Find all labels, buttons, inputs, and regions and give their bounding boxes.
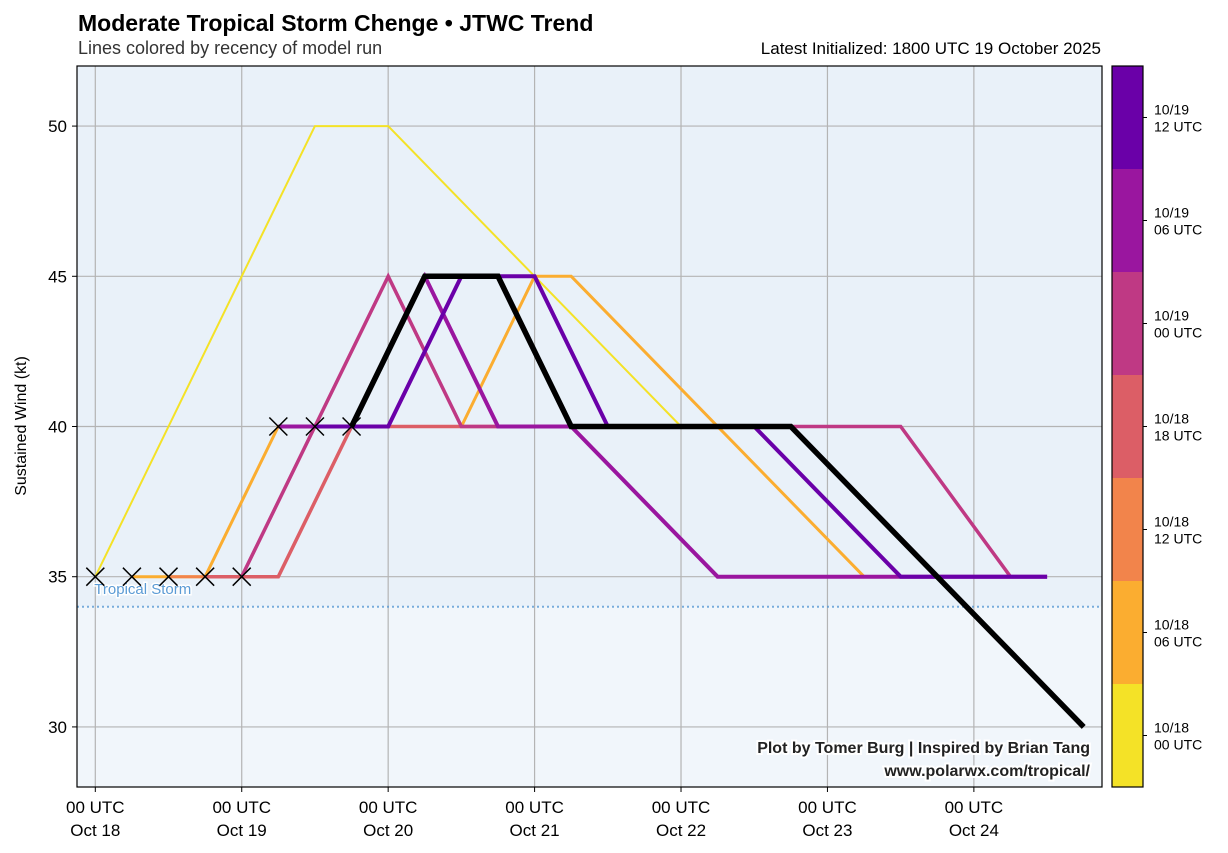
colorbar-band <box>1112 169 1143 273</box>
series-line-10-19-12-utc <box>314 274 1048 579</box>
colorbar-band <box>1112 478 1143 582</box>
x-tick-label: Oct 20 <box>363 821 413 840</box>
colorbar-label: 00 UTC <box>1154 325 1202 341</box>
init-marker <box>195 567 215 587</box>
colorbar-band <box>1112 375 1143 479</box>
chart-title: Moderate Tropical Storm Chenge • JTWC Tr… <box>78 10 593 36</box>
colorbar-label: 10/19 <box>1154 308 1189 324</box>
init-marker <box>342 416 362 437</box>
x-tick-label: 00 UTC <box>798 798 857 817</box>
y-axis-label: Sustained Wind (kt) <box>13 356 30 496</box>
colorbar-label: 18 UTC <box>1154 428 1202 444</box>
x-tick-label: 00 UTC <box>359 798 418 817</box>
chart-subtitle: Lines colored by recency of model run <box>78 38 382 58</box>
x-tick-label: 00 UTC <box>66 798 125 817</box>
colorbar-label: 12 UTC <box>1154 531 1202 547</box>
x-tick-label: 00 UTC <box>212 798 271 817</box>
x-tick-label: Oct 21 <box>510 821 560 840</box>
series-line-10-19-18-utc <box>349 273 1086 729</box>
init-marker <box>232 567 252 587</box>
colorbar-band <box>1112 272 1143 376</box>
colorbar-label: 10/18 <box>1154 514 1189 530</box>
colorbar-band <box>1112 581 1143 685</box>
init-marker-stroke <box>122 567 142 587</box>
credit-line-1: Plot by Tomer Burg | Inspired by Brian T… <box>757 740 1090 757</box>
y-tick-label: 45 <box>48 267 67 286</box>
x-tick-label: Oct 22 <box>656 821 706 840</box>
x-tick-label: Oct 19 <box>217 821 267 840</box>
init-label: Latest Initialized: 1800 UTC 19 October … <box>761 39 1101 58</box>
init-marker-stroke <box>232 567 252 587</box>
plot-area: 30 35 40 45 50 00 UTC Oct 18 00 UTC Oct 19 00 UTC… <box>48 65 1103 840</box>
init-marker <box>158 567 179 587</box>
init-marker-stroke <box>268 416 288 437</box>
colorbar-label: 06 UTC <box>1154 222 1202 238</box>
plot-background-lower <box>77 606 1102 787</box>
init-marker-stroke <box>342 416 362 437</box>
colorbar-band <box>1112 684 1143 788</box>
y-tick-label: 30 <box>48 718 67 737</box>
init-marker <box>268 416 288 437</box>
x-tick-label: Oct 23 <box>802 821 852 840</box>
y-tick-label: 35 <box>48 568 67 587</box>
init-marker-stroke <box>195 567 215 587</box>
colorbar-frame <box>1111 65 1144 788</box>
x-tick-label: 00 UTC <box>945 798 1004 817</box>
init-marker <box>305 416 325 437</box>
credit-line-2: www.polarwx.com/tropical/ <box>883 763 1090 780</box>
init-marker <box>85 567 105 587</box>
y-tick-label: 40 <box>48 418 67 437</box>
x-tick-label: 00 UTC <box>505 798 564 817</box>
threshold-label: Tropical Storm <box>94 581 191 598</box>
init-marker-stroke <box>158 567 179 587</box>
plot-background-upper <box>77 66 1102 607</box>
init-marker-stroke <box>85 567 105 587</box>
colorbar-label: 10/19 <box>1154 102 1189 118</box>
colorbar-label: 12 UTC <box>1154 119 1202 135</box>
y-tick-label: 50 <box>48 117 67 136</box>
x-tick-label: 00 UTC <box>652 798 711 817</box>
plot-frame <box>76 65 1103 788</box>
colorbar-label: 10/19 <box>1154 205 1189 221</box>
init-marker-stroke <box>305 416 325 437</box>
x-tick-label: Oct 18 <box>70 821 120 840</box>
colorbar-label: 10/18 <box>1154 720 1189 736</box>
x-tick-label: Oct 24 <box>949 821 999 840</box>
colorbar-label: 06 UTC <box>1154 634 1202 650</box>
colorbar-label: 10/18 <box>1154 617 1189 633</box>
colorbar-band <box>1112 66 1143 170</box>
colorbar-label: 10/18 <box>1154 411 1189 427</box>
init-marker <box>122 567 142 587</box>
colorbar-label: 00 UTC <box>1154 737 1202 753</box>
